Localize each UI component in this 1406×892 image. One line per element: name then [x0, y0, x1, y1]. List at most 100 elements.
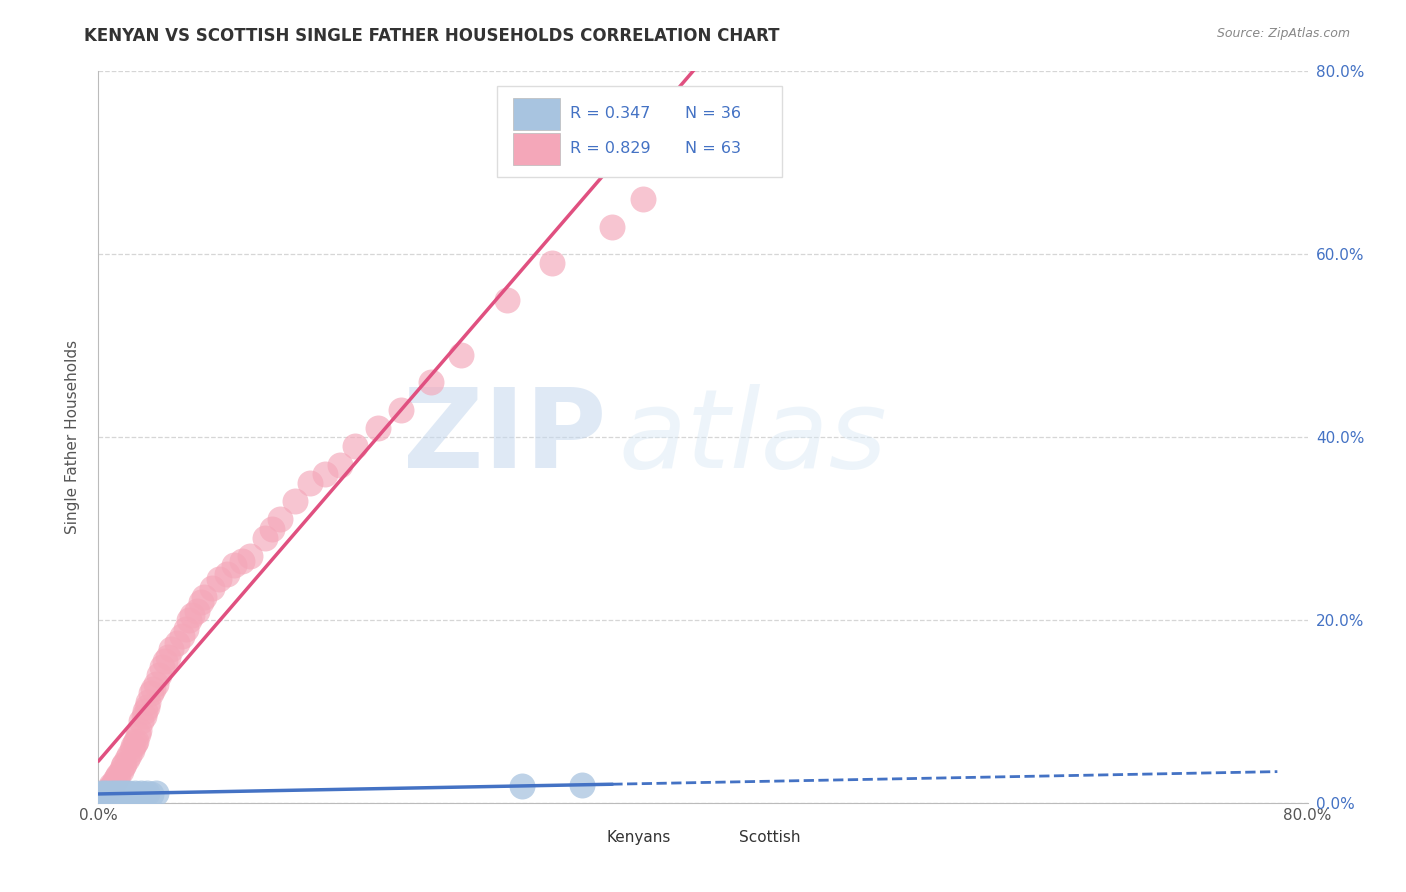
Point [125, 733, 148, 747]
Point [540, 256, 562, 270]
Point [94, 787, 117, 801]
Text: ZIP: ZIP [404, 384, 606, 491]
Text: R = 0.829: R = 0.829 [569, 142, 651, 156]
Point [495, 293, 517, 307]
Point [96, 788, 118, 802]
Point [631, 192, 654, 206]
Point [215, 567, 238, 582]
Point [115, 787, 138, 801]
Point [96, 785, 118, 799]
Point [103, 775, 125, 789]
Point [121, 787, 143, 801]
Point [148, 667, 170, 681]
Point [105, 786, 128, 800]
Point [224, 558, 246, 573]
Point [135, 699, 157, 714]
Point [239, 549, 262, 563]
Y-axis label: Single Father Households: Single Father Households [65, 340, 80, 534]
Point [90, 786, 112, 800]
Point [299, 475, 322, 490]
Point [150, 660, 173, 674]
Point [98, 782, 121, 797]
Point [153, 654, 176, 668]
Point [105, 770, 128, 784]
Point [329, 458, 352, 472]
Point [420, 375, 443, 389]
Point [129, 786, 152, 800]
Point [253, 531, 276, 545]
Point [101, 780, 124, 794]
Point [510, 780, 533, 794]
FancyBboxPatch shape [498, 86, 782, 178]
Point [367, 421, 389, 435]
Point [186, 604, 208, 618]
Point [114, 786, 136, 800]
Point [262, 521, 284, 535]
Point [135, 786, 157, 800]
Point [93, 788, 115, 802]
Point [128, 723, 150, 737]
Point [124, 786, 146, 800]
Point [166, 636, 188, 650]
Point [179, 613, 201, 627]
Point [127, 787, 149, 801]
Point [121, 743, 143, 757]
Point [136, 695, 159, 709]
Point [108, 786, 131, 800]
Point [90, 788, 112, 802]
Point [111, 786, 134, 800]
Point [314, 467, 336, 481]
FancyBboxPatch shape [695, 822, 735, 852]
Text: Scottish: Scottish [740, 830, 801, 845]
Point [127, 727, 149, 741]
Point [115, 752, 138, 766]
Point [389, 402, 412, 417]
Text: N = 63: N = 63 [685, 142, 741, 156]
Point [142, 681, 165, 696]
Point [91, 787, 114, 801]
Point [118, 786, 141, 800]
FancyBboxPatch shape [513, 98, 561, 130]
Point [101, 787, 124, 801]
Point [100, 786, 122, 800]
Point [132, 787, 155, 801]
Point [124, 736, 146, 750]
Point [284, 494, 307, 508]
Point [100, 788, 122, 802]
Point [118, 748, 141, 763]
Point [170, 629, 193, 643]
Point [145, 786, 167, 800]
Point [110, 787, 132, 801]
Text: KENYAN VS SCOTTISH SINGLE FATHER HOUSEHOLDS CORRELATION CHART: KENYAN VS SCOTTISH SINGLE FATHER HOUSEHO… [84, 27, 780, 45]
FancyBboxPatch shape [561, 822, 603, 852]
Point [122, 739, 145, 753]
Text: Source: ZipAtlas.com: Source: ZipAtlas.com [1216, 27, 1350, 40]
Point [104, 772, 127, 787]
Point [571, 778, 593, 792]
Point [134, 705, 156, 719]
Point [96, 786, 118, 800]
Point [208, 572, 231, 586]
Point [112, 787, 135, 801]
Point [181, 608, 204, 623]
Point [94, 787, 117, 801]
Point [129, 714, 152, 728]
Point [450, 348, 472, 362]
Text: Kenyans: Kenyans [606, 830, 671, 845]
Point [91, 789, 114, 803]
Point [269, 512, 291, 526]
Point [100, 778, 122, 792]
Point [107, 768, 129, 782]
Point [141, 686, 163, 700]
Point [344, 439, 367, 453]
Point [110, 764, 132, 778]
Point [107, 787, 129, 801]
Point [156, 649, 179, 664]
Point [132, 709, 155, 723]
Point [98, 787, 121, 801]
Point [111, 759, 134, 773]
Point [103, 786, 125, 800]
Point [93, 786, 115, 800]
Text: atlas: atlas [619, 384, 887, 491]
Point [190, 594, 212, 608]
